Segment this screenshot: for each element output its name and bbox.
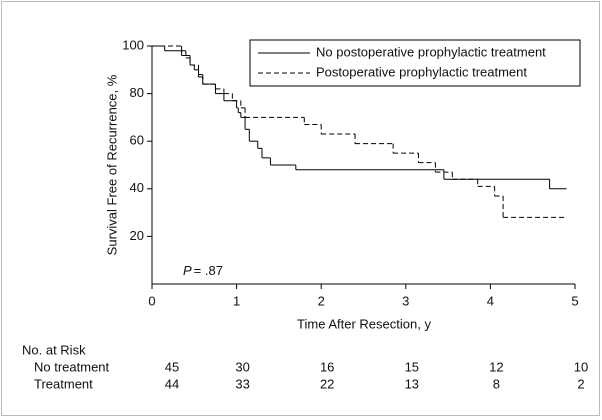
legend-label: No postoperative prophylactic treatment — [316, 44, 546, 59]
x-tick-label: 1 — [233, 293, 240, 308]
risk-count: 15 — [405, 359, 419, 374]
x-tick-label: 0 — [148, 293, 155, 308]
risk-row-label: Treatment — [34, 376, 93, 391]
x-tick-label: 5 — [571, 293, 578, 308]
risk-row-label: No treatment — [34, 359, 110, 374]
x-tick-label: 3 — [402, 293, 409, 308]
risk-title: No. at Risk — [22, 342, 86, 357]
risk-count: 2 — [577, 376, 584, 391]
annotation-italic: P — [183, 263, 192, 278]
annotation-text: = .87 — [194, 263, 223, 278]
risk-count: 22 — [320, 376, 334, 391]
y-tick-label: 60 — [130, 133, 144, 148]
risk-count: 16 — [320, 359, 334, 374]
x-tick-label: 2 — [318, 293, 325, 308]
risk-count: 10 — [574, 359, 588, 374]
x-axis-label: Time After Resection, y — [297, 316, 431, 331]
risk-count: 44 — [165, 376, 179, 391]
x-tick-label: 4 — [487, 293, 494, 308]
y-tick-label: 40 — [130, 180, 144, 195]
risk-count: 45 — [165, 359, 179, 374]
legend-label: Postoperative prophylactic treatment — [316, 64, 527, 79]
risk-count: 12 — [489, 359, 503, 374]
y-tick-label: 20 — [130, 228, 144, 243]
annotation: P = .87 — [183, 263, 223, 278]
y-tick-label: 100 — [122, 37, 144, 52]
risk-count: 13 — [405, 376, 419, 391]
risk-count: 33 — [235, 376, 249, 391]
y-axis-label: Survival Free of Recurrence, % — [104, 74, 119, 255]
y-tick-label: 80 — [130, 85, 144, 100]
risk-count: 30 — [235, 359, 249, 374]
risk-count: 8 — [493, 376, 500, 391]
legend-box — [249, 39, 581, 87]
